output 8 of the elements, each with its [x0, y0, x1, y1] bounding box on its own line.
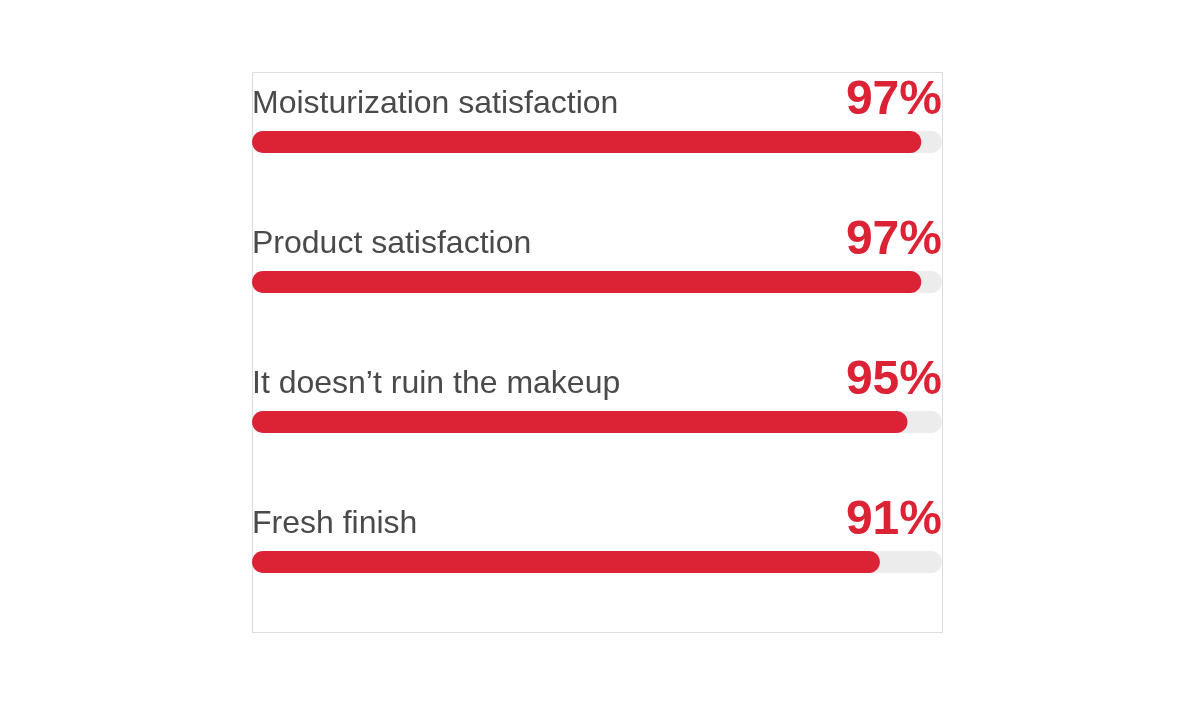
data-label: 97%: [845, 71, 942, 124]
data-label: 97%: [845, 211, 942, 264]
data-label: 95%: [845, 351, 942, 404]
y-tick-label: Product satisfaction: [252, 224, 532, 260]
y-tick-label: It doesn’t ruin the makeup: [252, 364, 621, 400]
data-label: 91%: [845, 491, 942, 544]
y-tick-label: Moisturization satisfaction: [252, 84, 619, 120]
y-tick-label: Fresh finish: [252, 504, 418, 540]
